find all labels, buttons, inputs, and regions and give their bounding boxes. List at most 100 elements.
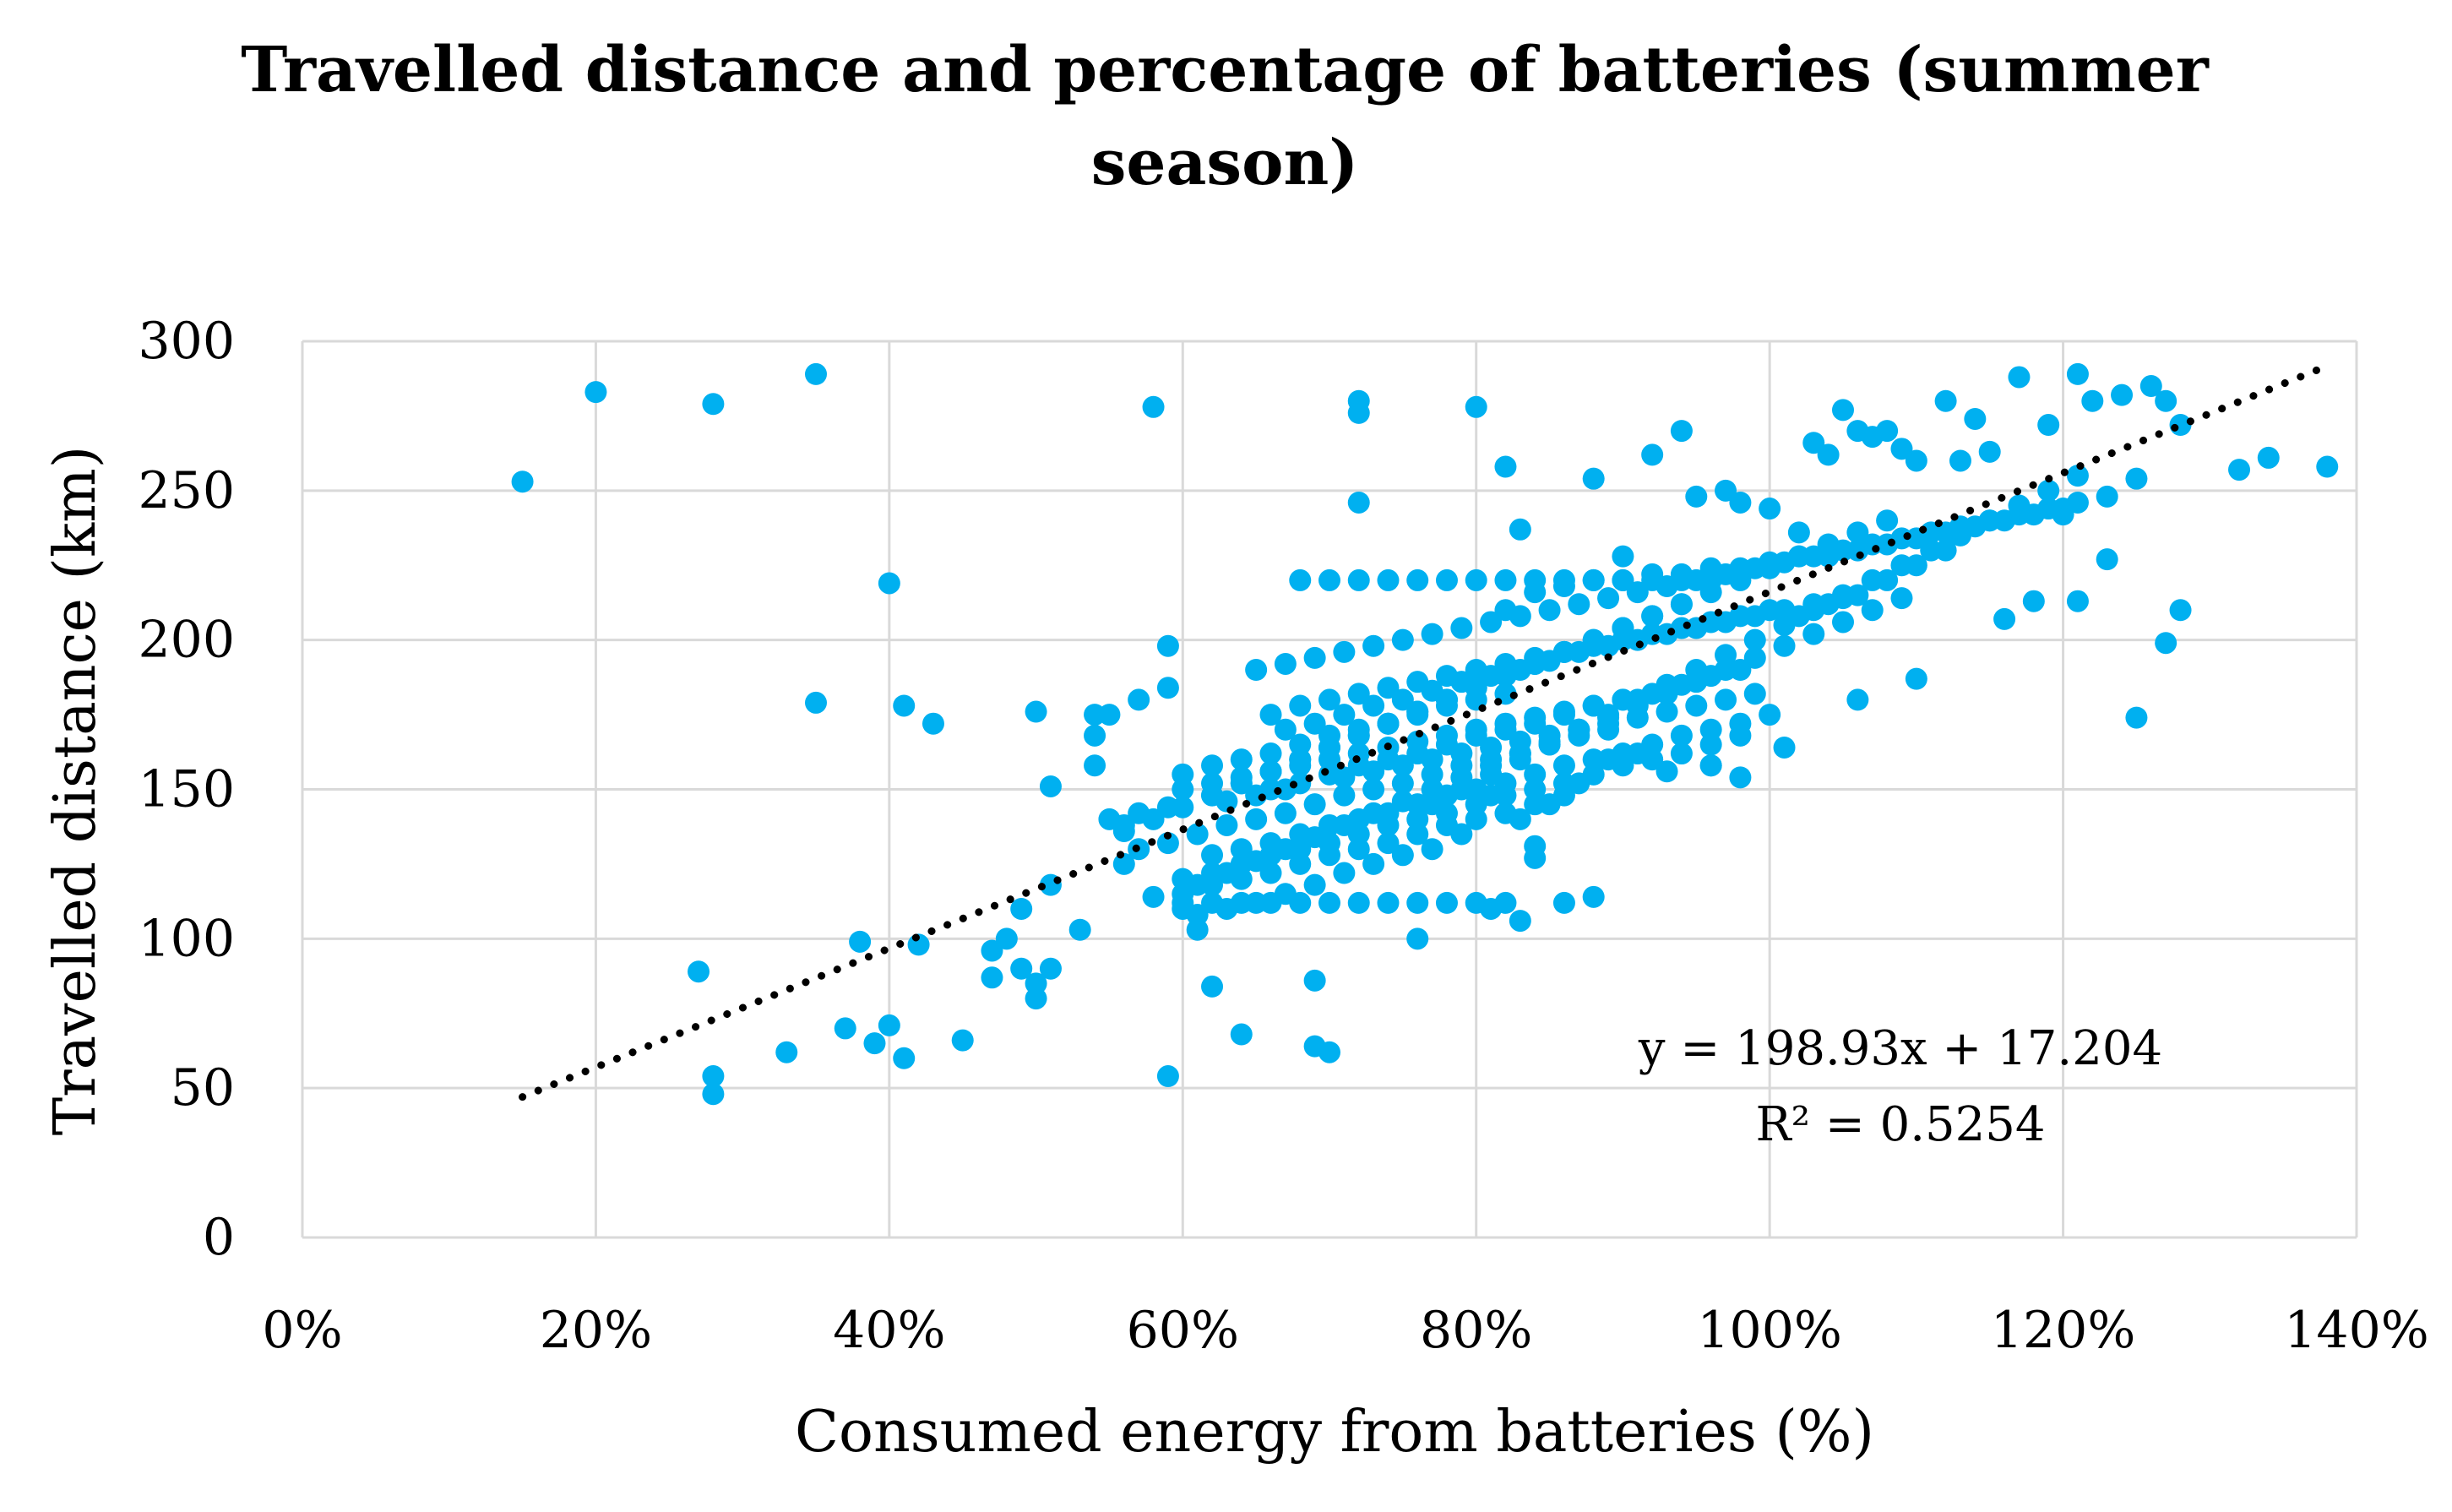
data-point [1509,605,1531,628]
data-point [1450,778,1473,801]
data-point [2037,498,2060,520]
data-point [1406,671,1429,693]
data-point [1215,813,1238,836]
data-point [1245,808,1268,830]
data-point [2316,455,2339,478]
data-point [1391,844,1414,867]
x-axis-label: Consumed energy from batteries (%) [795,1399,1874,1466]
data-point [1406,568,1429,591]
data-point [1406,891,1429,914]
data-point [1318,736,1340,759]
data-point [1964,407,1987,430]
data-point [1450,617,1473,639]
data-point [1641,748,1664,771]
data-point [1347,838,1370,861]
data-point [1435,891,1458,914]
data-point [1274,838,1297,861]
data-point [2257,446,2280,469]
data-point [2066,590,2089,612]
data-point [1406,730,1429,753]
data-point [1670,593,1693,616]
data-point [1377,568,1400,591]
x-tick-label: 140% [2284,1301,2429,1360]
data-point [1524,793,1547,816]
data-point [2008,494,2031,517]
data-point [1465,677,1487,699]
x-tick-label: 100% [1697,1301,1842,1360]
data-point [1259,760,1282,783]
y-tick-label: 150 [138,760,235,819]
data-point [1010,957,1033,980]
data-point [1274,652,1297,675]
data-point [878,1014,900,1036]
data-point [1656,760,1678,783]
data-point [1347,891,1370,914]
data-point [1010,897,1033,920]
data-point [1949,524,1971,547]
data-point [702,1065,725,1088]
data-point [1612,754,1634,777]
data-point [863,1032,886,1055]
data-point [2066,465,2089,487]
data-point [1494,712,1517,735]
data-point [1582,763,1605,786]
data-point [1773,736,1796,759]
data-point [1377,677,1400,699]
data-point [1156,832,1179,855]
data-point [2022,590,2045,612]
data-point [1465,659,1487,682]
data-point [2066,362,2089,385]
data-point [1978,509,2001,532]
data-point [1156,677,1179,699]
gridlines [301,340,2358,1239]
data-point [1670,742,1693,765]
data-point [1391,688,1414,711]
data-point [2169,599,2192,622]
data-point [981,966,1003,989]
data-point [1362,634,1385,657]
data-point [1524,652,1547,675]
data-point [893,1047,916,1069]
data-point [1465,891,1487,914]
y-tick-label: 50 [171,1058,235,1118]
data-point [1303,969,1326,992]
data-point [2096,548,2118,571]
data-point [1215,862,1238,884]
data-point [1685,694,1708,717]
data-point [1480,748,1503,771]
data-point [1333,704,1356,726]
data-point [1039,775,1062,797]
data-point [1715,479,1737,502]
data-point [1715,644,1737,666]
data-point [1377,832,1400,855]
data-point [1832,399,1854,422]
data-point [1552,568,1575,591]
data-point [1259,742,1282,765]
data-point [1084,754,1106,777]
y-tick-label: 100 [138,909,235,968]
data-point [1597,718,1620,741]
data-point [2037,479,2060,502]
data-point [1377,891,1400,914]
data-point [1303,826,1326,849]
data-point [1025,700,1047,723]
data-point [1289,891,1312,914]
data-point [1626,706,1649,729]
x-tick-label: 60% [1127,1301,1239,1360]
data-point [1391,754,1414,777]
data-point [1509,742,1531,765]
data-point [1552,754,1575,777]
data-point [1699,733,1722,756]
data-point [1876,509,1899,532]
data-point [1362,852,1385,875]
data-point [1362,694,1385,717]
data-point [849,930,872,953]
data-point [1582,885,1605,908]
data-point [1377,712,1400,735]
data-point [1670,420,1693,443]
data-point [1685,568,1708,591]
data-point [1245,659,1268,682]
data-point [1656,700,1678,723]
data-point [1465,718,1487,741]
